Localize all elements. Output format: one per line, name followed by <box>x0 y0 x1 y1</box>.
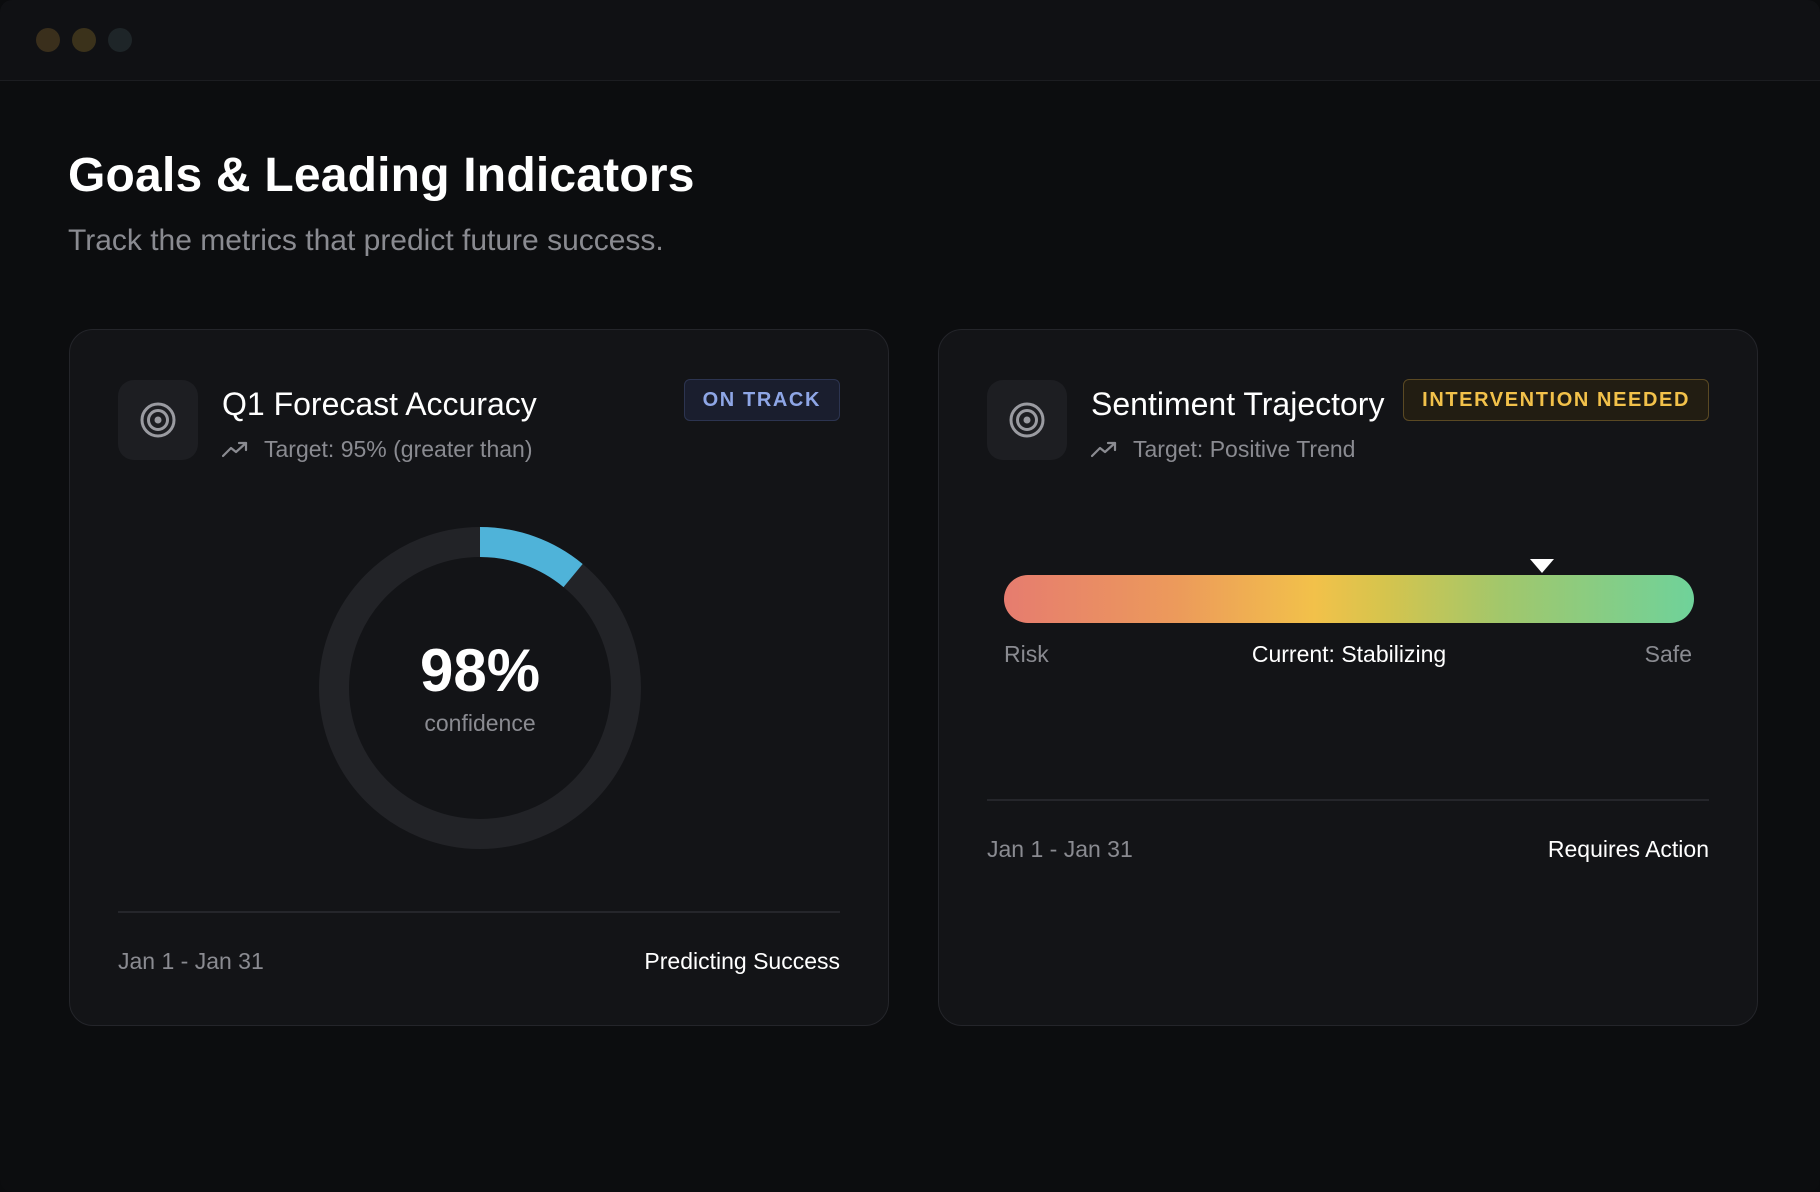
maximize-window-button[interactable] <box>108 28 132 52</box>
date-range: Jan 1 - Jan 31 <box>118 948 264 974</box>
title-bar <box>0 0 1820 81</box>
minimize-window-button[interactable] <box>72 28 96 52</box>
forecast-accuracy-card[interactable]: Q1 Forecast Accuracy Target: 95% (greate… <box>69 329 889 1026</box>
card-divider <box>987 799 1709 801</box>
card-title: Q1 Forecast Accuracy <box>222 386 537 422</box>
page-title: Goals & Leading Indicators <box>68 149 695 202</box>
card-title: Sentiment Trajectory <box>1091 386 1385 422</box>
sentiment-trajectory-card[interactable]: Sentiment Trajectory Target: Positive Tr… <box>938 329 1758 1026</box>
card-target: Target: Positive Trend <box>1091 434 1355 464</box>
date-range: Jan 1 - Jan 31 <box>987 836 1133 862</box>
scale-label-risk: Risk <box>1004 641 1049 667</box>
close-window-button[interactable] <box>36 28 60 52</box>
card-divider <box>118 911 840 913</box>
card-target: Target: 95% (greater than) <box>222 434 532 464</box>
footer-status: Predicting Success <box>644 948 840 974</box>
page-subtitle: Track the metrics that predict future su… <box>68 224 664 257</box>
footer-status: Requires Action <box>1547 836 1709 862</box>
target-icon <box>118 380 198 460</box>
current-position-marker <box>1530 559 1555 573</box>
trending-up-icon <box>1091 440 1117 458</box>
sentiment-scale-bar <box>1004 575 1694 623</box>
target-text: Target: 95% (greater than) <box>264 435 533 462</box>
status-badge: ON TRACK <box>683 379 840 421</box>
status-badge: INTERVENTION NEEDED <box>1403 379 1709 421</box>
gauge-arc <box>319 527 641 849</box>
trending-up-icon <box>222 440 248 458</box>
confidence-gauge <box>319 527 641 849</box>
scale-label-current: Current: Stabilizing <box>1251 641 1447 667</box>
gauge-caption: confidence <box>424 710 536 736</box>
target-text: Target: Positive Trend <box>1133 435 1356 462</box>
target-icon <box>987 380 1067 460</box>
gauge-value: 98% <box>419 637 541 704</box>
scale-label-safe: Safe <box>1644 641 1692 667</box>
